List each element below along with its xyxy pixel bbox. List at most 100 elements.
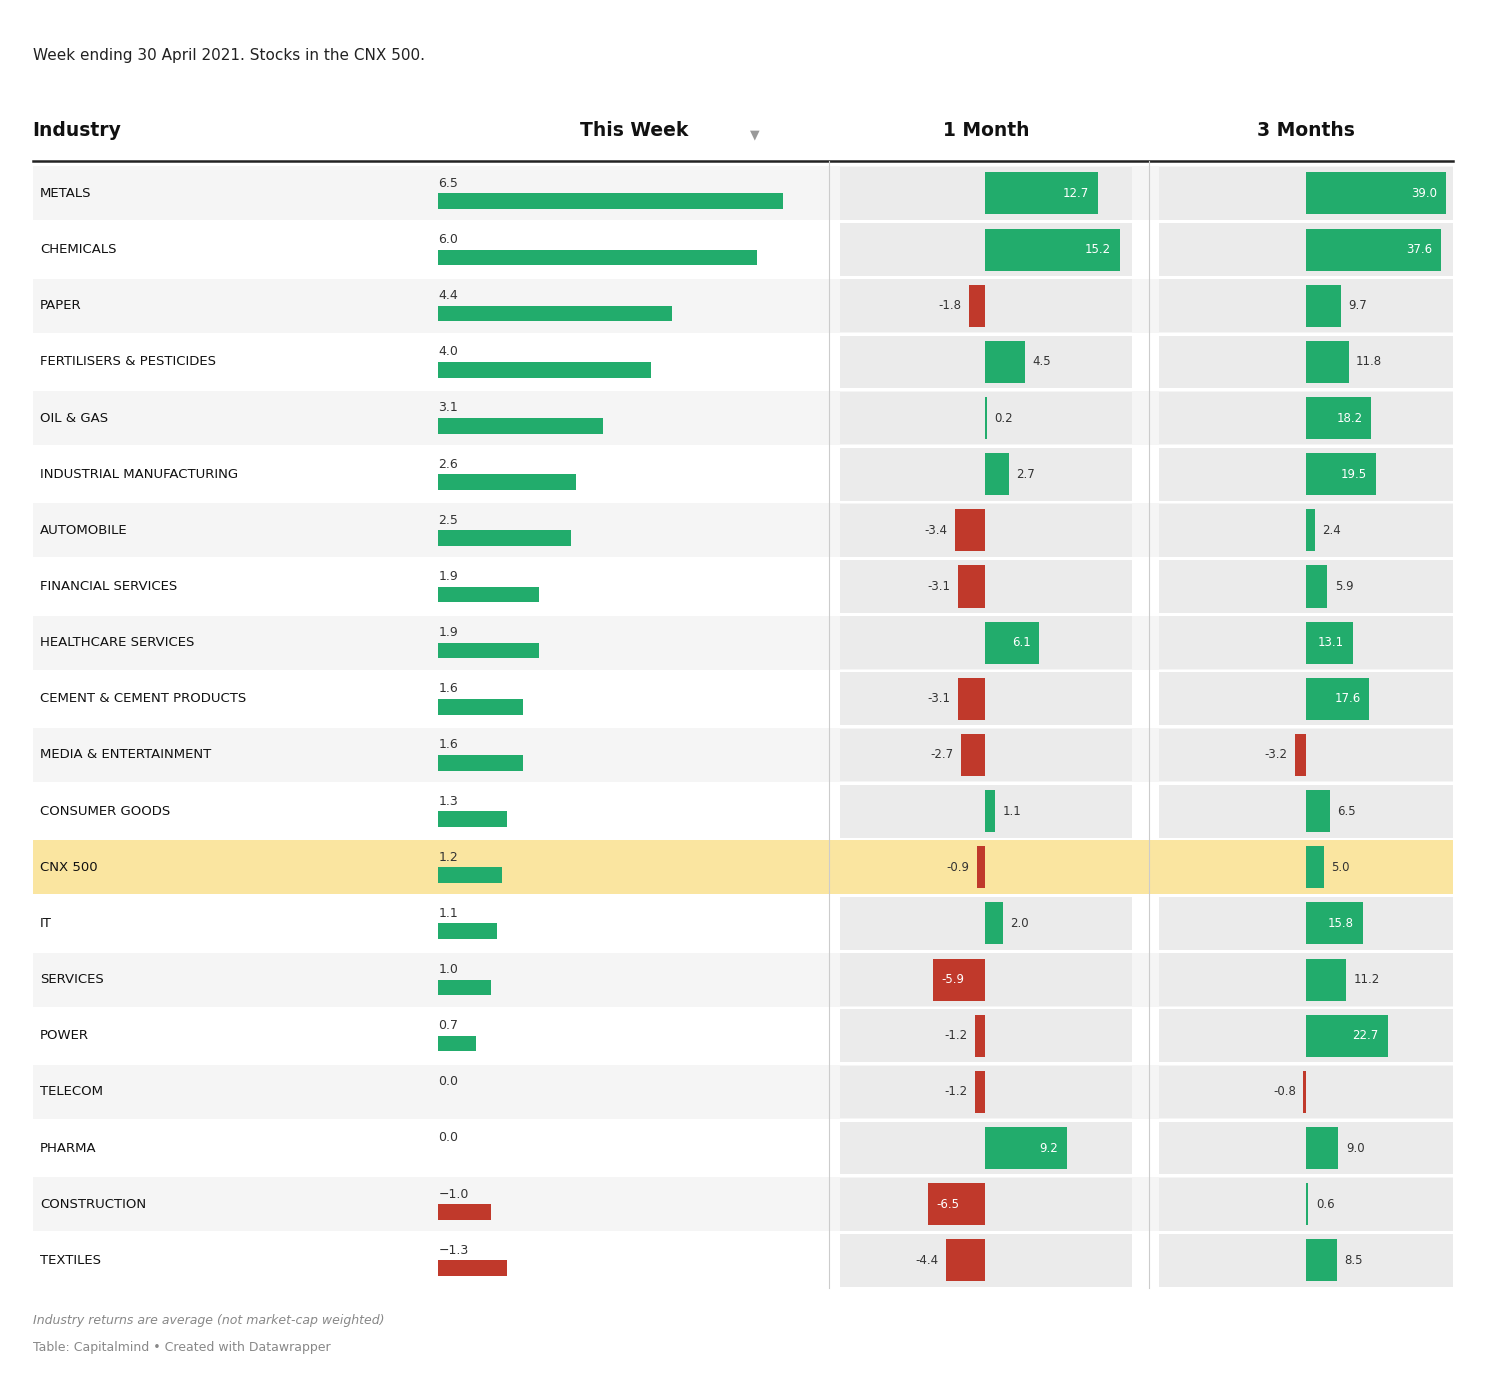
Bar: [438, 867, 502, 883]
Bar: [33, 448, 1453, 502]
Text: 1.1: 1.1: [1003, 805, 1021, 817]
Text: 12.7: 12.7: [1062, 187, 1089, 200]
Text: -3.2: -3.2: [1265, 748, 1287, 762]
Text: 15.8: 15.8: [1328, 916, 1354, 930]
Text: 17.6: 17.6: [1334, 692, 1360, 706]
Bar: [933, 959, 985, 1000]
Text: IT: IT: [40, 916, 52, 930]
Bar: [438, 249, 756, 266]
Bar: [985, 621, 1039, 664]
Bar: [1159, 335, 1453, 389]
Text: -0.8: -0.8: [1274, 1086, 1296, 1098]
Text: FINANCIAL SERVICES: FINANCIAL SERVICES: [40, 580, 177, 593]
Bar: [33, 1177, 1453, 1231]
Bar: [1306, 453, 1376, 495]
Bar: [33, 1122, 1453, 1175]
Text: -2.7: -2.7: [930, 748, 954, 762]
Bar: [1306, 1184, 1308, 1225]
Text: 2.4: 2.4: [1323, 524, 1340, 537]
Text: 2.7: 2.7: [1016, 467, 1036, 481]
Bar: [957, 678, 985, 719]
Bar: [1159, 897, 1453, 949]
Bar: [438, 1261, 507, 1276]
Bar: [1303, 1071, 1306, 1113]
Bar: [840, 1233, 1132, 1287]
Bar: [985, 229, 1120, 270]
Text: 2.6: 2.6: [438, 457, 458, 471]
Bar: [985, 172, 1098, 215]
Bar: [1159, 391, 1453, 445]
Text: -1.2: -1.2: [944, 1086, 967, 1098]
Text: 11.8: 11.8: [1355, 356, 1382, 368]
Bar: [985, 340, 1025, 383]
Text: -3.1: -3.1: [927, 580, 950, 593]
Text: 8.5: 8.5: [1345, 1254, 1363, 1266]
Bar: [840, 335, 1132, 389]
Bar: [840, 504, 1132, 557]
Bar: [1159, 223, 1453, 276]
Bar: [840, 897, 1132, 949]
Text: CNX 500: CNX 500: [40, 861, 98, 874]
Bar: [1306, 1014, 1388, 1057]
Bar: [1159, 672, 1453, 725]
Bar: [1159, 448, 1453, 500]
Bar: [1306, 285, 1340, 327]
Bar: [1159, 167, 1453, 220]
Bar: [840, 616, 1132, 670]
Bar: [33, 223, 1453, 277]
Text: 1.0: 1.0: [438, 963, 458, 976]
Bar: [840, 1009, 1132, 1062]
Bar: [1306, 229, 1441, 270]
Text: 3.1: 3.1: [438, 401, 458, 415]
Bar: [1306, 397, 1372, 440]
Text: 6.5: 6.5: [438, 176, 458, 190]
Bar: [33, 559, 1453, 613]
Bar: [840, 954, 1132, 1006]
Text: PHARMA: PHARMA: [40, 1141, 97, 1155]
Bar: [33, 672, 1453, 726]
Text: Table: Capitalmind • Created with Datawrapper: Table: Capitalmind • Created with Datawr…: [33, 1341, 330, 1355]
Text: FERTILISERS & PESTICIDES: FERTILISERS & PESTICIDES: [40, 356, 215, 368]
Text: 1.9: 1.9: [438, 570, 458, 583]
Text: CEMENT & CEMENT PRODUCTS: CEMENT & CEMENT PRODUCTS: [40, 692, 247, 706]
Bar: [840, 280, 1132, 332]
Text: MEDIA & ENTERTAINMENT: MEDIA & ENTERTAINMENT: [40, 748, 211, 762]
Text: -1.2: -1.2: [944, 1029, 967, 1042]
Bar: [840, 784, 1132, 838]
Bar: [1159, 841, 1453, 894]
Text: 5.0: 5.0: [1331, 861, 1351, 874]
Bar: [985, 397, 987, 440]
Bar: [1294, 734, 1306, 776]
Text: 1.6: 1.6: [438, 739, 458, 751]
Text: SERVICES: SERVICES: [40, 973, 104, 987]
Bar: [438, 531, 571, 546]
Bar: [33, 784, 1453, 838]
Bar: [1306, 621, 1354, 664]
Bar: [1306, 678, 1369, 719]
Bar: [1306, 1239, 1337, 1282]
Text: -3.1: -3.1: [927, 692, 950, 706]
Text: POWER: POWER: [40, 1029, 89, 1042]
Text: 1.9: 1.9: [438, 626, 458, 639]
Bar: [438, 587, 539, 602]
Bar: [33, 1009, 1453, 1062]
Text: 0.0: 0.0: [438, 1075, 458, 1089]
Text: 6.1: 6.1: [1012, 637, 1030, 649]
Bar: [438, 1036, 476, 1051]
Text: 6.0: 6.0: [438, 233, 458, 247]
Bar: [1159, 1122, 1453, 1174]
Text: OIL & GAS: OIL & GAS: [40, 412, 108, 424]
Text: 1.3: 1.3: [438, 795, 458, 808]
Text: INDUSTRIAL MANUFACTURING: INDUSTRIAL MANUFACTURING: [40, 467, 238, 481]
Bar: [33, 391, 1453, 445]
Text: AUTOMOBILE: AUTOMOBILE: [40, 524, 128, 537]
Text: −1.0: −1.0: [438, 1188, 468, 1200]
Bar: [1306, 1127, 1339, 1169]
Bar: [33, 503, 1453, 557]
Text: Week ending 30 April 2021. Stocks in the CNX 500.: Week ending 30 April 2021. Stocks in the…: [33, 48, 425, 62]
Text: 39.0: 39.0: [1412, 187, 1437, 200]
Text: CHEMICALS: CHEMICALS: [40, 243, 116, 256]
Bar: [1306, 172, 1446, 215]
Text: METALS: METALS: [40, 187, 92, 200]
Text: -4.4: -4.4: [915, 1254, 939, 1266]
